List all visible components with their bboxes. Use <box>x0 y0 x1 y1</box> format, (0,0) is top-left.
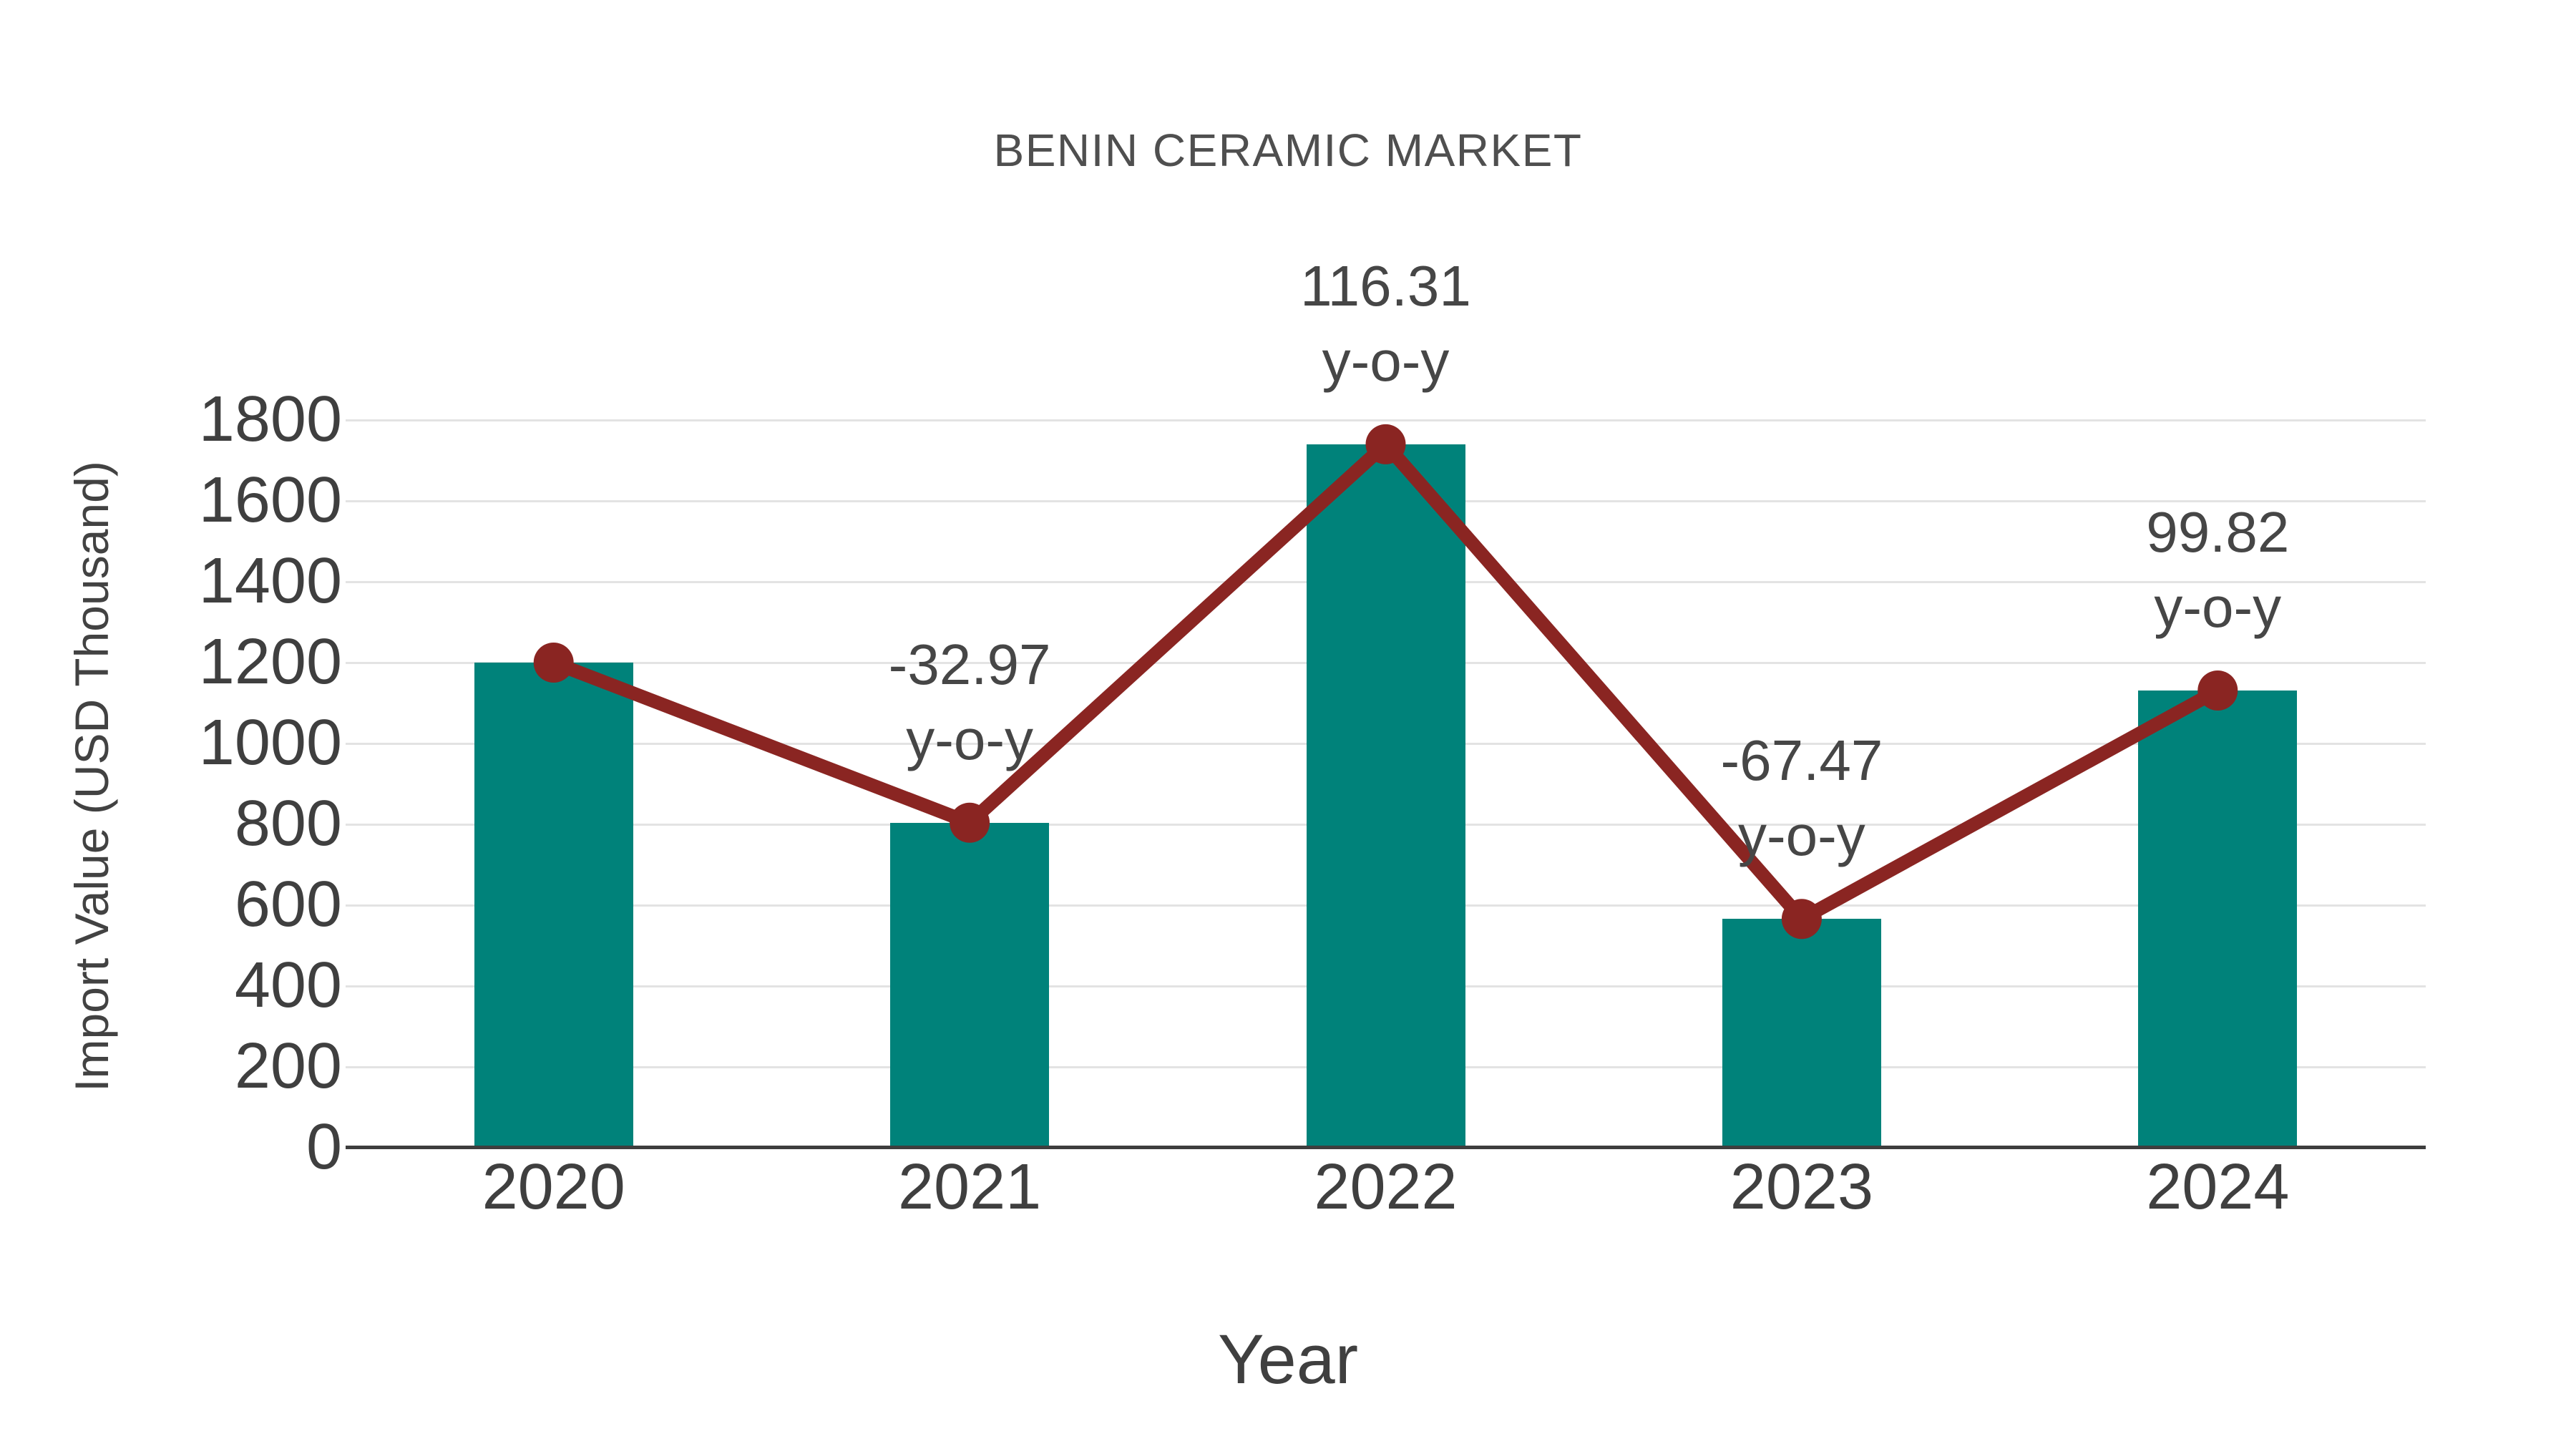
line-marker-2022 <box>1365 424 1406 464</box>
x-tick-2022: 2022 <box>1314 1151 1458 1223</box>
y-tick-1200: 1200 <box>198 626 342 698</box>
yoy-annotation-2022-line2: y-o-y <box>1322 328 1450 393</box>
yoy-annotation-2024-line2: y-o-y <box>2154 575 2282 639</box>
x-axis-line <box>346 1146 2426 1149</box>
line-marker-2020 <box>533 643 574 683</box>
y-tick-600: 600 <box>234 869 342 941</box>
trend-line <box>547 437 2225 926</box>
x-tick-2023: 2023 <box>1729 1151 1873 1223</box>
yoy-annotation-2024: 99.82 y-o-y <box>2146 494 2289 645</box>
yoy-annotation-2022: 116.31 y-o-y <box>1300 248 1471 399</box>
yoy-annotation-2021: -32.97 y-o-y <box>889 627 1051 777</box>
line-marker-2024 <box>2197 670 2238 711</box>
yoy-annotation-2023: -67.47 y-o-y <box>1720 723 1883 873</box>
bar-2023 <box>1722 919 1881 1148</box>
y-tick-1000: 1000 <box>198 707 342 779</box>
line-marker-2023 <box>1781 899 1822 940</box>
y-tick-1400: 1400 <box>198 545 342 618</box>
y-tick-800: 800 <box>234 788 342 860</box>
y-tick-200: 200 <box>234 1030 342 1103</box>
yoy-annotation-2022-line1: 116.31 <box>1300 253 1471 318</box>
trend-line-layer <box>533 424 2238 940</box>
chart-title: BENIN CERAMIC MARKET <box>993 125 1583 176</box>
yoy-annotation-2023-line2: y-o-y <box>1738 804 1865 868</box>
y-tick-1800: 1800 <box>198 384 342 456</box>
bar-2024 <box>2138 691 2298 1148</box>
y-tick-1600: 1600 <box>198 464 342 537</box>
line-marker-2021 <box>950 802 990 843</box>
yoy-annotation-2021-line2: y-o-y <box>906 707 1033 771</box>
x-axis-tick-labels: 2020 2021 2022 2023 2024 <box>346 1155 2426 1234</box>
bar-2022 <box>1306 444 1465 1148</box>
bar-2020 <box>474 663 633 1148</box>
yoy-annotation-2021-line1: -32.97 <box>888 632 1051 696</box>
x-axis-label: Year <box>1218 1320 1358 1398</box>
x-tick-2020: 2020 <box>482 1151 625 1223</box>
gridline-1800 <box>346 419 2426 421</box>
y-tick-0: 0 <box>306 1111 342 1184</box>
yoy-annotation-2024-line1: 99.82 <box>2146 499 2290 564</box>
y-axis-tick-labels: 0 200 400 600 800 1000 1200 1400 1600 1800 <box>0 387 342 1179</box>
yoy-annotation-2023-line1: -67.47 <box>1720 728 1883 793</box>
bar-2021 <box>890 822 1050 1148</box>
x-tick-2024: 2024 <box>2146 1151 2290 1223</box>
plot-area: -32.97 y-o-y 116.31 y-o-y -67.47 y-o-y 99.82 y-… <box>346 254 2426 1149</box>
x-tick-2021: 2021 <box>897 1151 1042 1223</box>
y-tick-400: 400 <box>234 950 342 1022</box>
